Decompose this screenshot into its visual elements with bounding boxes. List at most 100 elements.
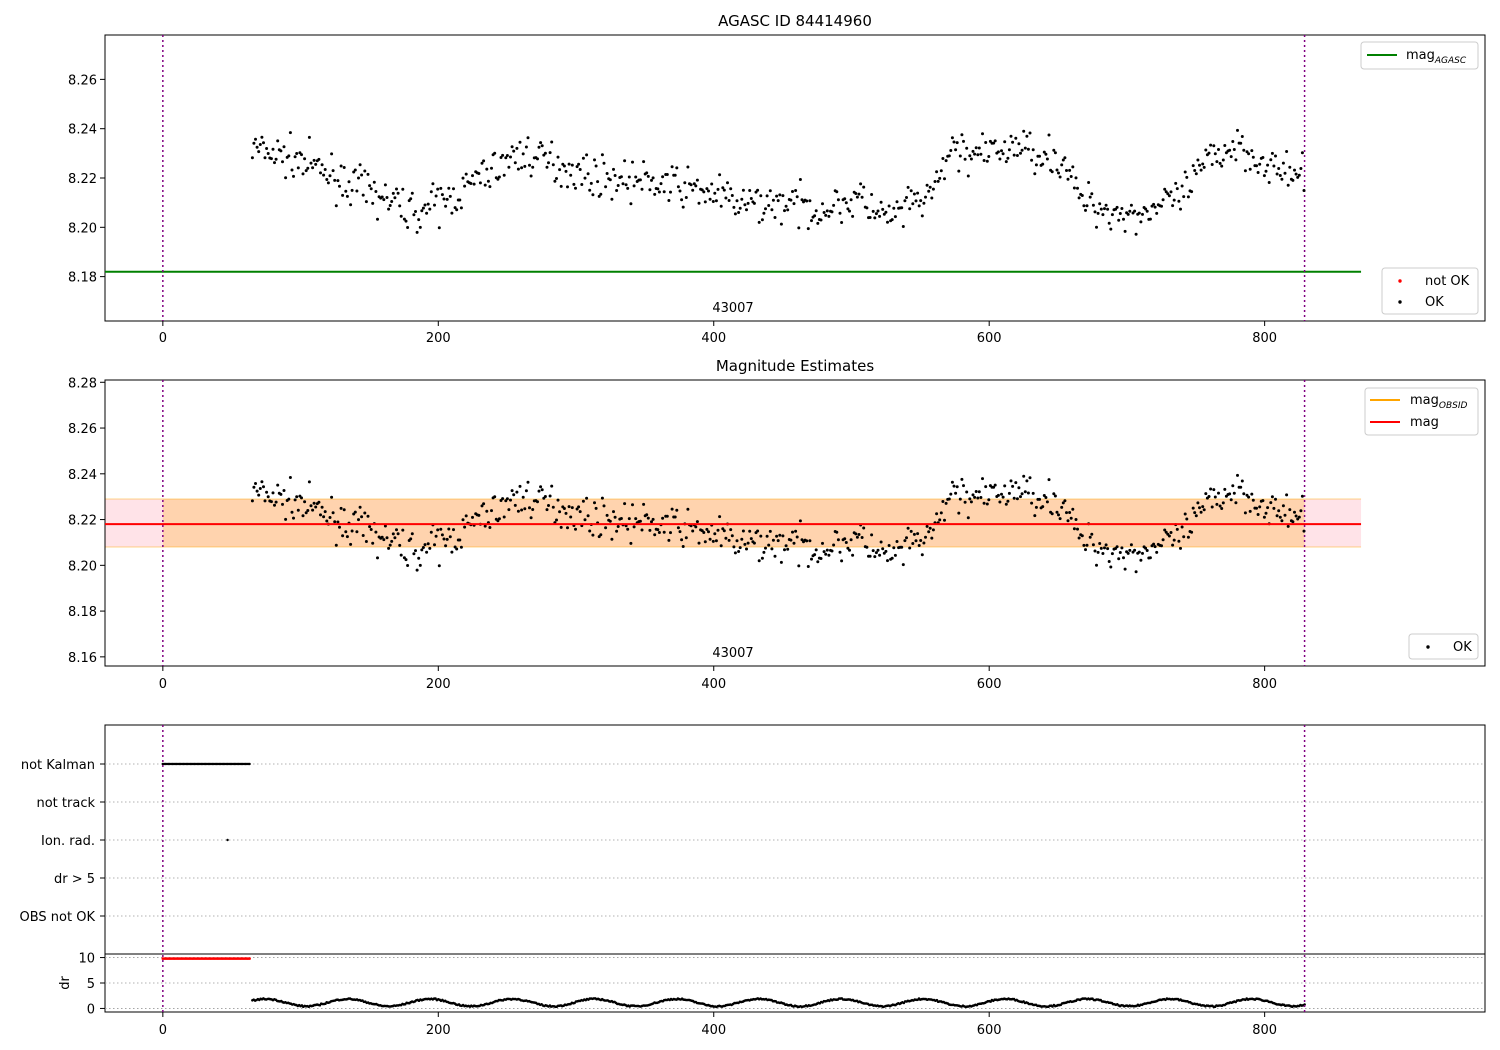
ok-point [1274, 154, 1277, 158]
ok-point [1076, 186, 1079, 190]
ok-point [873, 216, 877, 220]
ok-point [1288, 165, 1292, 169]
ok-point [382, 198, 386, 202]
ok-point [1031, 491, 1035, 495]
ok-point [1223, 144, 1227, 147]
ok-point [756, 529, 760, 533]
ok-point [341, 193, 345, 197]
ok-point [342, 166, 346, 169]
ok-point [936, 179, 940, 183]
ok-point [331, 169, 335, 173]
ok-point [1261, 156, 1265, 159]
ok-point [963, 157, 967, 161]
ok-point [919, 199, 923, 203]
ok-point [399, 553, 403, 557]
ok-point [1115, 545, 1119, 549]
ok-point [767, 543, 771, 547]
ok-point [334, 204, 338, 208]
ok-point [596, 180, 600, 184]
ok-point [939, 169, 943, 173]
ok-point [1221, 158, 1225, 162]
ok-point [764, 207, 767, 211]
ok-point [648, 528, 652, 532]
ok-point [345, 194, 349, 198]
ok-point [626, 186, 630, 190]
ok-point [800, 198, 804, 202]
ok-point [585, 153, 589, 157]
ok-point [282, 489, 286, 492]
ok-point [586, 514, 590, 518]
ok-point [1278, 174, 1282, 177]
ok-point [548, 494, 552, 498]
ok-point [819, 557, 823, 560]
ok-point [347, 180, 351, 184]
ok-point [1123, 567, 1127, 571]
ok-point [429, 190, 433, 194]
ok-point [421, 546, 425, 549]
ok-point [350, 529, 354, 533]
ok-point [708, 197, 712, 201]
ok-point [1166, 192, 1170, 196]
ok-point [1120, 546, 1124, 550]
ok-point [646, 516, 650, 520]
ok-point [670, 507, 674, 511]
ok-point [399, 214, 403, 218]
ok-point [1272, 506, 1276, 510]
ok-point [648, 188, 652, 192]
x-tick-label: 800 [1252, 677, 1277, 692]
ok-point [619, 175, 623, 179]
ok-point [912, 192, 916, 196]
ok-point [681, 545, 685, 548]
ok-point [1001, 152, 1005, 156]
x-tick-label: 400 [701, 677, 726, 692]
ok-point [1091, 203, 1095, 207]
ok-point [1198, 163, 1201, 167]
ok-point [276, 139, 280, 143]
y-tick-label: 8.24 [68, 123, 97, 138]
ok-point [684, 196, 688, 199]
ok-point [629, 541, 633, 545]
ok-point [805, 199, 809, 203]
ok-point [1026, 147, 1030, 151]
ok-point [714, 199, 718, 203]
ok-point [1210, 505, 1214, 509]
ok-point [870, 193, 874, 196]
ok-point [1063, 156, 1067, 160]
ok-point [536, 157, 539, 161]
ok-point [962, 484, 965, 488]
ok-point [1169, 531, 1173, 534]
ok-point [1134, 232, 1138, 236]
ok-point [550, 140, 554, 144]
ok-point [662, 190, 666, 194]
ok-point [1095, 563, 1098, 567]
ok-point [588, 188, 592, 192]
ok-point [686, 165, 690, 169]
ok-point [616, 525, 620, 528]
ok-point [580, 183, 584, 186]
ok-point [287, 497, 291, 501]
agasc-y-ticks: 8.18 8.20 8.22 8.24 8.26 [68, 73, 105, 286]
ok-point [1080, 534, 1084, 538]
ok-point [876, 548, 880, 552]
ok-point [950, 480, 954, 484]
flag-category-label: dr > 5 [54, 872, 95, 887]
ok-point [1050, 512, 1054, 516]
ok-point [515, 146, 519, 150]
ok-point [656, 528, 660, 532]
ok-point [1006, 156, 1010, 160]
ok-point [911, 202, 915, 206]
ok-point [469, 182, 473, 185]
ok-point [577, 505, 581, 509]
ok-point [543, 151, 547, 155]
ok-point [703, 540, 707, 544]
ok-point [854, 532, 858, 536]
ok-point [415, 568, 419, 572]
ok-point [1232, 491, 1236, 495]
ok-point [493, 151, 497, 155]
x-tick-label: 600 [977, 677, 1002, 692]
ok-point [452, 187, 455, 191]
ok-point [1240, 135, 1244, 138]
ok-point [678, 530, 682, 534]
ok-point [642, 502, 646, 506]
ok-point [900, 206, 904, 210]
